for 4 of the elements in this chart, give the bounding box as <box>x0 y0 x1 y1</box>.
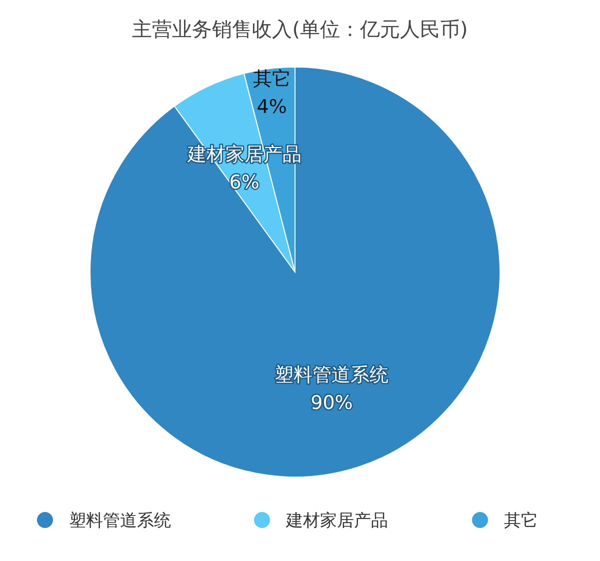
chart-title: 主营业务销售收入(单位：亿元人民币) <box>132 17 468 41</box>
legend-label: 其它 <box>504 511 538 531</box>
legend-label: 塑料管道系统 <box>69 511 171 531</box>
legend-label: 建材家居产品 <box>285 511 388 531</box>
